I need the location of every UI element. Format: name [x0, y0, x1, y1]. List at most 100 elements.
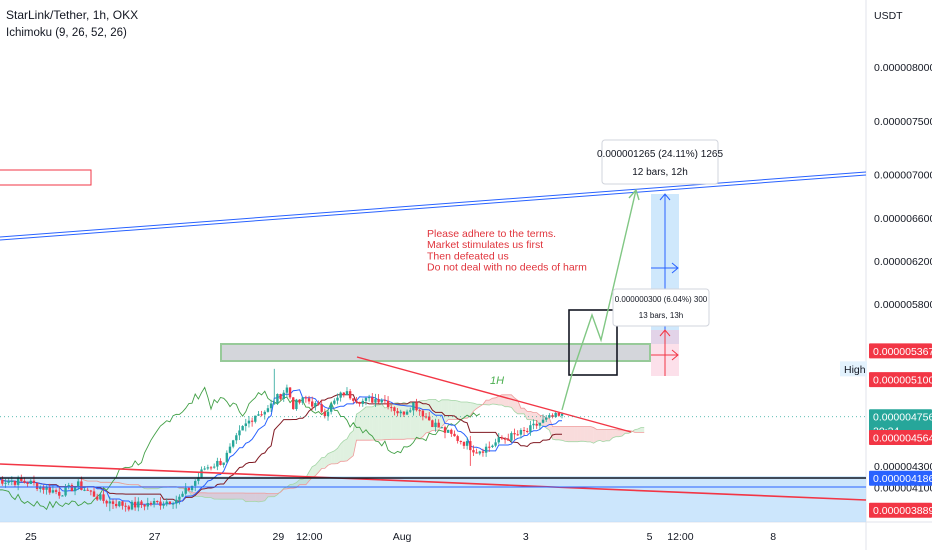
chikou-span	[0, 386, 481, 511]
cloud-segment	[429, 399, 433, 433]
measure-small-line1: 0.000000300 (6.04%) 300	[615, 295, 708, 304]
cloud-segment	[407, 403, 411, 439]
drawings[interactable]: 1H 0.000001265 (24.11%) 1265 12 bars, 12h 0…	[0, 139, 867, 501]
projection-arrowhead	[628, 188, 640, 201]
cloud-segment	[198, 492, 202, 497]
cloud-segment	[207, 493, 212, 498]
candle-body	[108, 501, 112, 504]
cloud-segment	[454, 400, 458, 420]
candle-body	[358, 401, 361, 404]
candle-body	[238, 430, 241, 436]
candle-body	[323, 411, 327, 417]
cloud-segment	[571, 426, 575, 442]
candle-body	[551, 415, 554, 417]
candle-body	[481, 451, 485, 453]
candle-body	[282, 392, 285, 399]
candle-body	[424, 416, 428, 418]
indicator-label[interactable]: Ichimoku (9, 26, 52, 26)	[6, 27, 127, 39]
candle-body	[13, 480, 17, 485]
candle-body	[146, 502, 149, 507]
candle-body	[209, 467, 213, 469]
candle-body	[45, 487, 48, 490]
candle-body	[529, 425, 532, 432]
candle-body	[48, 487, 51, 493]
candle-body	[165, 501, 168, 505]
symbol-title[interactable]: StarLink/Tether, 1h, OKX	[6, 8, 139, 22]
cloud-segment	[590, 426, 594, 444]
measure-small-box	[612, 288, 710, 327]
candle-body	[184, 487, 187, 494]
candle-body	[453, 433, 456, 437]
candle-body	[23, 480, 26, 483]
high-tag	[840, 361, 867, 377]
support-zone	[0, 476, 866, 522]
y-tick-label: 0.000006200	[874, 256, 932, 268]
cloud-segment	[508, 394, 512, 408]
candle-body	[488, 446, 491, 448]
candle-body	[446, 429, 450, 433]
candle-body	[254, 415, 257, 422]
candle-body	[244, 423, 247, 427]
cloud-segment	[299, 479, 303, 485]
cloud-segment	[622, 430, 626, 437]
candle-body	[364, 397, 368, 401]
price-badge	[869, 502, 932, 518]
candle-body	[35, 482, 39, 489]
cloud-segment	[255, 493, 259, 502]
cloud-segment	[584, 426, 588, 442]
cloud-segment	[615, 429, 619, 437]
candle-body	[80, 481, 83, 490]
candle-body	[203, 468, 206, 470]
cloud-segment	[337, 443, 341, 464]
candle-body	[541, 419, 545, 423]
candle-body	[288, 387, 292, 398]
candle-body	[478, 451, 481, 454]
price-badge	[869, 343, 932, 359]
candle-body	[4, 482, 7, 484]
candle-body	[500, 437, 504, 439]
candle-body	[440, 427, 444, 429]
candle-body	[200, 469, 203, 478]
candle-body	[390, 407, 393, 409]
candle-body	[526, 430, 529, 432]
candle-body	[317, 402, 320, 405]
candle-body	[67, 485, 70, 487]
candle-body	[89, 490, 93, 492]
candle-body	[339, 392, 342, 398]
cloud-segment	[549, 418, 553, 440]
cloud-segment	[612, 429, 616, 438]
price-badge-label: 0.000004756	[873, 412, 932, 424]
cloud-segment	[201, 492, 205, 498]
candle-body	[32, 480, 36, 483]
candle-body	[409, 410, 412, 412]
candle-body	[377, 399, 380, 403]
cloud-segment	[448, 399, 452, 420]
cloud-segment	[384, 406, 389, 440]
annotation-line: Do not deal with no deeds of harm	[427, 262, 587, 274]
candle-body	[216, 460, 219, 467]
candle-body	[459, 440, 463, 442]
price-badge-label: 0.000004186	[873, 473, 932, 485]
measure-big-box	[601, 139, 719, 185]
candle-body	[427, 416, 431, 421]
candle-body	[314, 402, 317, 407]
candle-body	[260, 414, 263, 416]
cloud-segment	[217, 493, 221, 500]
candle-body	[42, 486, 45, 490]
candle-body	[348, 391, 352, 399]
candle-body	[102, 494, 105, 501]
candle-body	[127, 506, 131, 510]
cloud-segment	[233, 493, 237, 500]
candle-body	[292, 397, 295, 410]
candle-body	[418, 410, 421, 412]
cloud-segment	[445, 399, 449, 424]
cloud-segment	[302, 477, 306, 485]
candle-body	[99, 494, 102, 500]
cloud-segment	[318, 457, 322, 473]
cloud-segment	[587, 426, 591, 442]
cloud-segment	[495, 396, 499, 406]
cloud-segment	[388, 404, 392, 440]
cloud-segment	[599, 429, 604, 442]
candle-body	[456, 436, 459, 441]
